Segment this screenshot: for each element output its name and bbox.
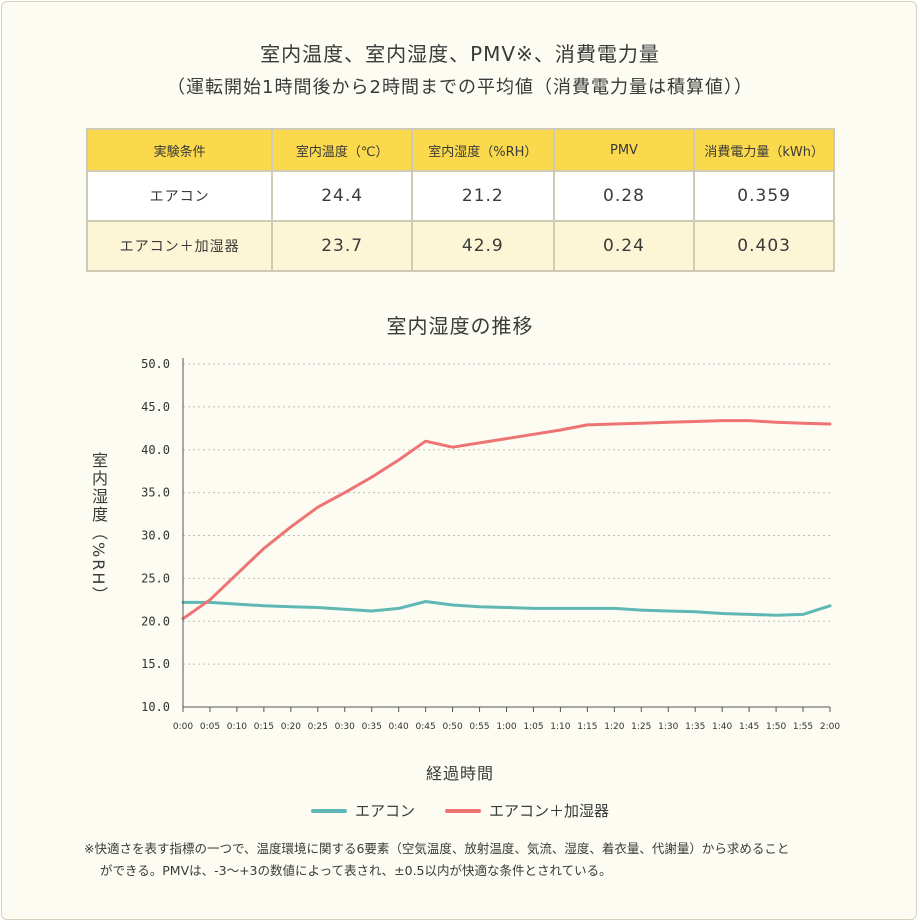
footnote: ※快適さを表す指標の一つで、温度環境に関する6要素（空気温度、放射温度、気流、湿… bbox=[84, 838, 894, 882]
x-tick-label: 0:50 bbox=[442, 722, 462, 732]
legend: エアコン エアコン＋加湿器 bbox=[0, 800, 920, 821]
table-header-cell: 実験条件 bbox=[85, 128, 274, 172]
table-cell-condition: エアコン bbox=[85, 170, 274, 222]
table-header-cell: 消費電力量（kWh） bbox=[693, 128, 835, 172]
x-tick-label: 1:40 bbox=[712, 722, 732, 732]
x-tick-labels: 0:00 0:05 0:10 0:15 0:20 0:25 0:30 0:35 0:40 0:45… bbox=[173, 707, 840, 732]
title-line-2: （運転開始1時間後から2時間までの平均値（消費電力量は積算値）） bbox=[167, 77, 753, 98]
x-tick-label: 1:50 bbox=[766, 722, 786, 732]
x-tick-label: 1:25 bbox=[631, 722, 651, 732]
footnote-line-2: ができる。PMVは、-3～+3の数値によって表され、±0.5以内が快適な条件とさ… bbox=[100, 863, 612, 878]
y-tick-label: 30.0 bbox=[141, 529, 170, 543]
table-cell: 21.2 bbox=[410, 170, 555, 222]
y-axis-label: 室内湿度（%RH） bbox=[89, 452, 108, 605]
y-tick-label: 50.0 bbox=[141, 357, 170, 371]
grid-lines bbox=[183, 363, 830, 665]
x-tick-label: 1:30 bbox=[658, 722, 678, 732]
table-header-row: 実験条件 室内温度（℃） 室内湿度（%RH） PMV 消費電力量（kWh） bbox=[85, 128, 835, 172]
x-tick-label: 1:20 bbox=[604, 722, 624, 732]
legend-swatch-aircon-humidifier bbox=[445, 808, 481, 813]
y-tick-label: 20.0 bbox=[141, 614, 170, 628]
y-tick-label: 15.0 bbox=[141, 657, 170, 671]
humidity-line-chart: 10.0 15.0 20.0 25.0 30.0 35.0 40.0 45.0 50.0 0:0… bbox=[141, 357, 840, 732]
y-tick-label: 45.0 bbox=[141, 400, 170, 414]
table-cell: 42.9 bbox=[410, 220, 555, 272]
legend-swatch-aircon bbox=[310, 808, 347, 813]
y-tick-labels: 10.0 15.0 20.0 25.0 30.0 35.0 40.0 45.0 50.0 bbox=[141, 357, 170, 714]
x-tick-label: 0:40 bbox=[389, 722, 409, 732]
title-line-1: 室内温度、室内湿度、PMV※、消費電力量 bbox=[260, 42, 660, 66]
table-cell: 24.4 bbox=[271, 170, 413, 222]
x-tick-label: 0:45 bbox=[416, 722, 436, 732]
table-cell: 0.359 bbox=[693, 170, 835, 222]
series-line-aircon bbox=[181, 600, 832, 617]
table-cell: 0.28 bbox=[552, 170, 696, 222]
x-tick-label: 1:00 bbox=[496, 722, 516, 732]
y-tick-label: 25.0 bbox=[141, 571, 170, 585]
table-row: エアコン＋加湿器 23.7 42.9 0.24 0.403 bbox=[85, 220, 835, 272]
x-tick-label: 0:25 bbox=[308, 722, 328, 732]
table-header-cell: PMV bbox=[552, 128, 696, 172]
chart-title: 室内湿度の推移 bbox=[386, 314, 534, 338]
page-title: 室内温度、室内湿度、PMV※、消費電力量 （運転開始1時間後から2時間までの平均… bbox=[0, 38, 920, 99]
legend-item-aircon-humidifier: エアコン＋加湿器 bbox=[445, 800, 609, 821]
table-cell: 0.24 bbox=[552, 220, 696, 272]
x-tick-label: 1:45 bbox=[739, 722, 759, 732]
x-tick-label: 2:00 bbox=[820, 722, 840, 732]
table-header-cell: 室内温度（℃） bbox=[271, 128, 413, 172]
table-cell-condition: エアコン＋加湿器 bbox=[85, 220, 274, 272]
legend-label: エアコン＋加湿器 bbox=[489, 802, 610, 820]
y-tick-label: 35.0 bbox=[141, 486, 170, 500]
series-line-aircon-humidifier bbox=[181, 419, 832, 621]
x-axis-label: 経過時間 bbox=[425, 764, 494, 783]
legend-item-aircon: エアコン bbox=[310, 800, 415, 821]
table-row: エアコン 24.4 21.2 0.28 0.359 bbox=[85, 170, 835, 222]
table-cell: 0.403 bbox=[693, 220, 835, 272]
y-tick-label: 40.0 bbox=[141, 443, 170, 457]
legend-label: エアコン bbox=[354, 802, 415, 820]
x-tick-label: 1:05 bbox=[523, 722, 543, 732]
x-tick-label: 0:05 bbox=[200, 722, 220, 732]
x-tick-label: 0:20 bbox=[281, 722, 301, 732]
x-tick-label: 0:30 bbox=[335, 722, 355, 732]
summary-table: 実験条件 室内温度（℃） 室内湿度（%RH） PMV 消費電力量（kWh） エア… bbox=[85, 128, 835, 272]
x-tick-label: 0:15 bbox=[254, 722, 274, 732]
x-tick-label: 1:55 bbox=[793, 722, 813, 732]
table-cell: 23.7 bbox=[271, 220, 413, 272]
table-header-cell: 室内湿度（%RH） bbox=[410, 128, 555, 172]
x-tick-label: 1:15 bbox=[577, 722, 597, 732]
y-tick-label: 10.0 bbox=[141, 700, 170, 714]
series-lines bbox=[181, 419, 832, 621]
x-tick-label: 0:10 bbox=[227, 722, 247, 732]
x-tick-label: 1:10 bbox=[550, 722, 570, 732]
footnote-line-1: ※快適さを表す指標の一つで、温度環境に関する6要素（空気温度、放射温度、気流、湿… bbox=[84, 841, 790, 856]
x-tick-label: 0:55 bbox=[469, 722, 489, 732]
x-tick-label: 0:00 bbox=[173, 722, 193, 732]
x-tick-label: 1:35 bbox=[685, 722, 705, 732]
x-tick-label: 0:35 bbox=[362, 722, 382, 732]
